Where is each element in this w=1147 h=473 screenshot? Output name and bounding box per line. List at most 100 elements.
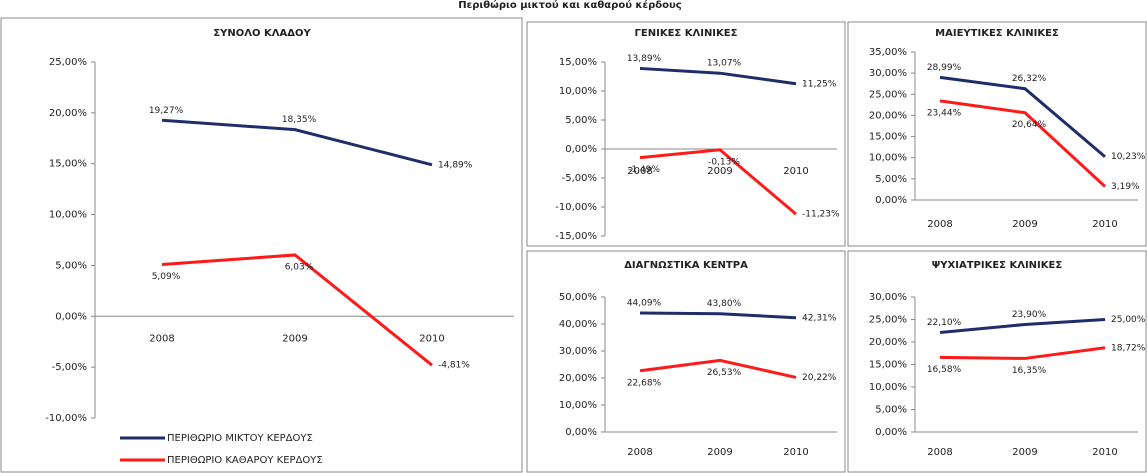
y-tick-label: 0,00% xyxy=(565,427,597,438)
y-tick-label: 0,00% xyxy=(875,195,907,206)
series-line xyxy=(939,346,1106,360)
x-tick-label: 2010 xyxy=(1092,447,1117,458)
x-tick-label: 2009 xyxy=(1012,447,1037,458)
data-label: -11,23% xyxy=(802,210,840,220)
y-tick-label: 10,00% xyxy=(869,382,907,393)
data-label: 3,19% xyxy=(1111,182,1140,192)
x-tick-label: 2008 xyxy=(149,333,174,344)
y-tick-label: 0,00% xyxy=(55,311,87,322)
x-tick-label: 2008 xyxy=(927,219,952,230)
y-tick-label: 20,00% xyxy=(869,337,907,348)
series-line xyxy=(639,311,797,320)
y-tick-label: 10,00% xyxy=(559,400,597,411)
y-tick-label: 0,00% xyxy=(875,427,907,438)
chart-title: ΨΥΧΙΑΤΡΙΚΕΣ ΚΛΙΝΙΚΕΣ xyxy=(932,260,1063,271)
chart: ΨΥΧΙΑΤΡΙΚΕΣ ΚΛΙΝΙΚΕΣ 0,00% 5,00% 10,00% 15,0… xyxy=(869,260,1146,458)
y-tick-label: 15,00% xyxy=(49,159,87,170)
x-tick-label: 2009 xyxy=(282,333,307,344)
y-tick-label: -15,00% xyxy=(555,231,597,242)
y-tick-label: 25,00% xyxy=(869,315,907,326)
y-tick-label: -10,00% xyxy=(45,413,87,424)
page-title: Περιθώριο μικτού και καθαρού κέρδους xyxy=(458,0,681,11)
x-tick-label: 2010 xyxy=(783,166,808,177)
data-label: 44,09% xyxy=(627,298,662,308)
y-tick-label: 20,00% xyxy=(49,108,87,119)
y-tick-label: 40,00% xyxy=(559,319,597,330)
data-label: 18,35% xyxy=(282,115,317,125)
data-label: 14,89% xyxy=(438,160,473,170)
data-label: 20,64% xyxy=(1012,120,1047,130)
series-line xyxy=(161,253,433,367)
data-label: -4,81% xyxy=(438,361,470,371)
data-label: 23,44% xyxy=(927,108,962,118)
x-tick-label: 2008 xyxy=(927,447,952,458)
x-tick-label: 2009 xyxy=(707,447,732,458)
data-label: 20,22% xyxy=(802,373,837,383)
panel xyxy=(526,250,846,473)
y-tick-label: 30,00% xyxy=(869,292,907,303)
y-tick-label: 5,00% xyxy=(55,260,87,271)
legend-label: ΠΕΡΙΘΩΡΙΟ ΚΑΘΑΡΟΥ ΚΕΡΔΟΥΣ xyxy=(167,455,323,466)
data-label: 28,99% xyxy=(927,63,962,73)
y-tick-label: -5,00% xyxy=(52,362,87,373)
series-line xyxy=(939,99,1107,188)
y-tick-label: 0,00% xyxy=(565,144,597,155)
y-tick-label: 10,00% xyxy=(49,210,87,221)
panel xyxy=(847,21,1147,247)
data-label: 11,25% xyxy=(802,79,837,89)
data-label: 42,31% xyxy=(802,313,837,323)
series-line xyxy=(639,66,797,86)
y-tick-label: 5,00% xyxy=(875,174,907,185)
y-tick-label: 15,00% xyxy=(559,57,597,68)
series-line xyxy=(939,318,1106,335)
chart: ΜΑΙΕΥΤΙΚΕΣ ΚΛΙΝΙΚΕΣ 0,00% 5,00% 10,00% 15,00… xyxy=(869,28,1146,230)
y-tick-label: 30,00% xyxy=(869,68,907,79)
y-tick-label: 25,00% xyxy=(49,57,87,68)
data-label: 25,00% xyxy=(1111,315,1146,325)
series-line xyxy=(939,75,1106,158)
data-label: 16,35% xyxy=(1012,366,1047,376)
y-tick-label: 10,00% xyxy=(869,153,907,164)
chart: ΣΥΝΟΛΟ ΚΛΑΔΟΥ -10,00% -5,00% 0,00% 5,00% 10,0… xyxy=(45,28,514,466)
y-tick-label: 25,00% xyxy=(869,89,907,100)
panel xyxy=(526,21,846,247)
y-tick-label: 30,00% xyxy=(559,346,597,357)
y-tick-label: 5,00% xyxy=(565,115,597,126)
data-label: 5,09% xyxy=(152,272,181,282)
y-tick-label: 20,00% xyxy=(869,110,907,121)
panel xyxy=(0,17,523,473)
x-tick-label: 2008 xyxy=(627,447,652,458)
x-tick-label: 2010 xyxy=(419,333,444,344)
data-label: -0,13% xyxy=(708,157,740,167)
chart-title: ΜΑΙΕΥΤΙΚΕΣ ΚΛΙΝΙΚΕΣ xyxy=(935,28,1059,39)
y-tick-label: 10,00% xyxy=(559,86,597,97)
data-label: 43,80% xyxy=(707,299,742,309)
data-label: 13,89% xyxy=(627,54,662,64)
data-label: 6,03% xyxy=(285,262,314,272)
series-line xyxy=(639,358,797,379)
y-tick-label: 35,00% xyxy=(869,47,907,58)
x-tick-label: 2009 xyxy=(1012,219,1037,230)
data-label: 18,72% xyxy=(1111,343,1146,353)
series-line xyxy=(639,148,797,216)
y-tick-label: -5,00% xyxy=(562,173,597,184)
chart-title: ΓΕΝΙΚΕΣ ΚΛΙΝΙΚΕΣ xyxy=(635,28,738,39)
data-label: -1,49% xyxy=(628,165,660,175)
data-label: 19,27% xyxy=(149,106,184,116)
data-label: 26,53% xyxy=(707,368,742,378)
x-tick-label: 2010 xyxy=(783,447,808,458)
data-label: 13,07% xyxy=(707,59,742,69)
chart-title: ΔΙΑΓΝΩΣΤΙΚΑ ΚΕΝΤΡΑ xyxy=(624,260,748,271)
chart-title: ΣΥΝΟΛΟ ΚΛΑΔΟΥ xyxy=(213,28,311,39)
data-label: 23,90% xyxy=(1012,310,1047,320)
data-label: 26,32% xyxy=(1012,74,1047,84)
data-label: 10,23% xyxy=(1111,152,1146,162)
data-label: 16,58% xyxy=(927,365,962,375)
chart: ΔΙΑΓΝΩΣΤΙΚΑ ΚΕΝΤΡΑ 0,00% 10,00% 20,00% 30,00… xyxy=(559,260,837,458)
x-tick-label: 2008 xyxy=(627,166,652,177)
data-label: 22,10% xyxy=(927,318,962,328)
y-tick-label: -10,00% xyxy=(555,202,597,213)
y-tick-label: 50,00% xyxy=(559,292,597,303)
series-line xyxy=(161,118,433,167)
